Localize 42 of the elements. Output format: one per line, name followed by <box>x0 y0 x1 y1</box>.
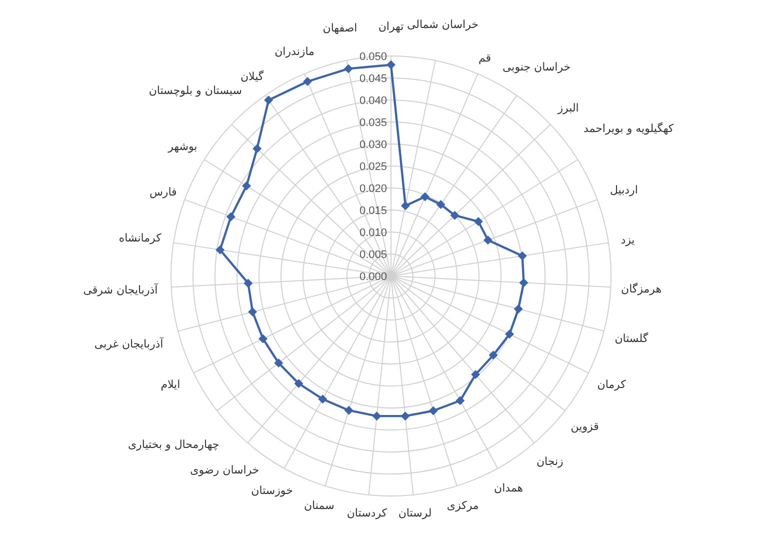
spoke-label: همدان <box>494 482 524 495</box>
spoke-label: بوشهر <box>167 140 198 153</box>
spoke-label: کرمانشاه <box>118 231 162 244</box>
spoke-label: کهگیلویه و بویراحمد <box>583 122 674 135</box>
y-tick-label: 0.020 <box>359 182 387 195</box>
spoke-label: مازندران <box>274 45 315 58</box>
spoke-label: تهران <box>378 20 404 33</box>
spoke-label: زنجان <box>536 454 564 468</box>
y-tick-label: 0.005 <box>359 248 387 261</box>
y-tick-label: 0.050 <box>359 50 387 63</box>
spoke-label: ایلام <box>160 378 180 392</box>
spoke-label: خراسان رضوی <box>190 464 260 477</box>
y-tick-label: 0.030 <box>359 138 387 151</box>
y-tick-label: 0.040 <box>359 94 387 107</box>
spoke-label: فارس <box>149 185 177 198</box>
spoke-label: سمنان <box>304 498 334 512</box>
spoke-label: گلستان <box>614 332 649 346</box>
spoke-label: هرمزگان <box>621 282 662 296</box>
spoke-label: قزوین <box>570 420 599 433</box>
spoke-label: اردبیل <box>610 184 638 197</box>
spoke-label: سیستان و بلوچستان <box>148 84 242 97</box>
spoke-label: کردستان <box>346 506 388 520</box>
y-tick-label: 0.045 <box>359 72 387 85</box>
spoke-label: گیلان <box>240 70 264 84</box>
y-tick-label: 0.000 <box>359 270 387 283</box>
y-tick-label: 0.025 <box>359 160 387 173</box>
spoke-label: لرستان <box>398 506 432 520</box>
spoke-label: خوزستان <box>251 484 293 498</box>
spoke-label: آذربایجان غربی <box>94 336 164 351</box>
spoke-label: مرکزی <box>446 498 479 512</box>
spoke-label: کرمان <box>597 378 627 392</box>
spoke-label: خراسان شمالی <box>406 18 478 32</box>
spoke-label: اصفهان <box>322 22 358 35</box>
spoke-label: آذربایجان شرقی <box>83 282 159 297</box>
spoke-label: قم <box>478 51 492 64</box>
spoke-label: یزد <box>620 234 635 247</box>
y-tick-label: 0.015 <box>359 204 387 217</box>
spoke-label: البرز <box>556 101 579 114</box>
spoke-label: چهارمحال و بختیاری <box>128 438 220 452</box>
y-tick-label: 0.035 <box>359 116 387 129</box>
spoke-label: خراسان جنوبی <box>502 60 571 74</box>
y-tick-label: 0.010 <box>359 226 387 239</box>
